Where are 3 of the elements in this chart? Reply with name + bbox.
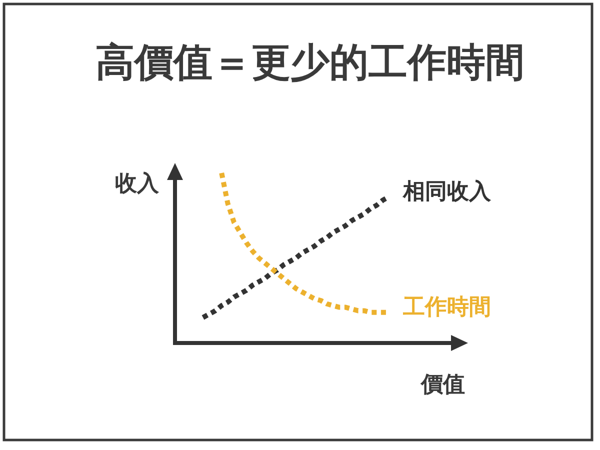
xlabel: 價值 [421, 372, 465, 396]
title: 高價值＝更少的工作時間 [96, 42, 524, 84]
ylabel: 收入 [115, 170, 159, 196]
